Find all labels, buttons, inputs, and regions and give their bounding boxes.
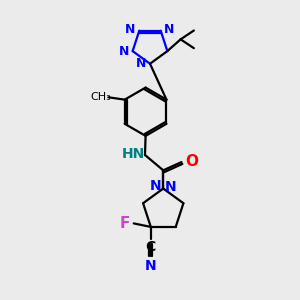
Text: N: N xyxy=(136,57,146,70)
Text: N: N xyxy=(165,180,176,194)
Text: N: N xyxy=(164,23,175,36)
Text: N: N xyxy=(119,45,129,58)
Text: N: N xyxy=(145,259,157,273)
Text: N: N xyxy=(150,179,162,193)
Text: O: O xyxy=(185,154,198,169)
Text: C: C xyxy=(146,241,156,254)
Text: CH₃: CH₃ xyxy=(90,92,111,102)
Text: HN: HN xyxy=(122,147,146,161)
Text: F: F xyxy=(119,216,130,231)
Text: N: N xyxy=(125,23,136,36)
